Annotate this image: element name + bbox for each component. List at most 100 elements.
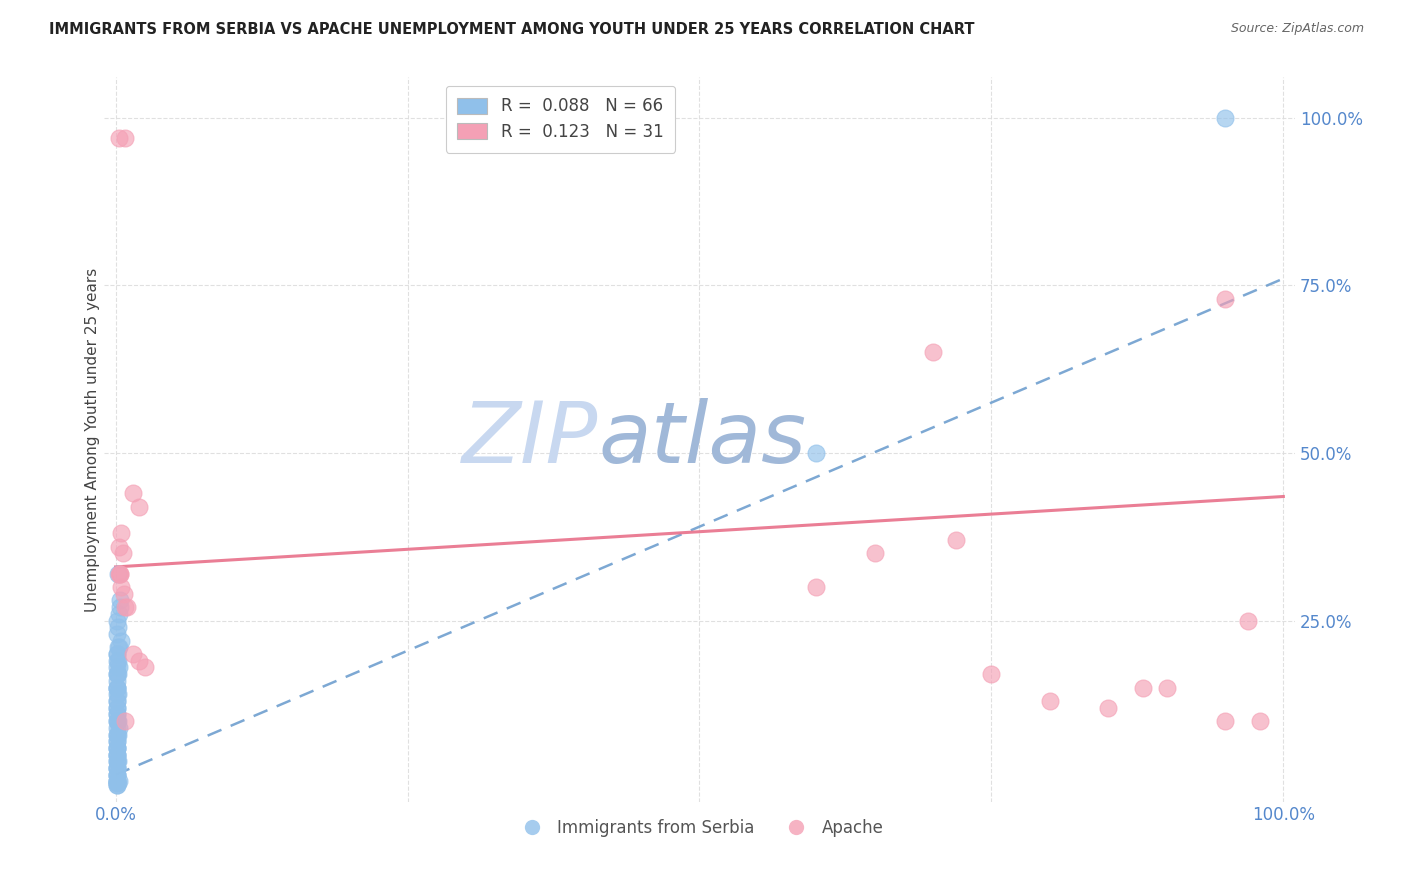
Point <box>110 566 132 581</box>
Point <box>945 533 967 547</box>
Point <box>105 778 128 792</box>
Point <box>105 700 128 714</box>
Point <box>107 687 129 701</box>
Point <box>110 566 132 581</box>
Point <box>863 547 886 561</box>
Point <box>1213 292 1236 306</box>
Point <box>1039 694 1062 708</box>
Point <box>108 660 131 674</box>
Point <box>105 647 128 661</box>
Point <box>105 774 128 789</box>
Point <box>105 614 128 628</box>
Point <box>110 580 132 594</box>
Point <box>105 740 128 755</box>
Point <box>128 500 150 514</box>
Point <box>105 740 128 755</box>
Point <box>105 687 128 701</box>
Point <box>105 667 128 681</box>
Point <box>806 446 828 460</box>
Point <box>128 654 150 668</box>
Point <box>108 130 131 145</box>
Point <box>105 734 128 748</box>
Point <box>105 727 128 741</box>
Point <box>105 755 128 769</box>
Point <box>105 734 128 748</box>
Point <box>105 747 128 762</box>
Point <box>110 526 132 541</box>
Point <box>105 714 128 728</box>
Point <box>105 694 128 708</box>
Point <box>1213 714 1236 728</box>
Point <box>107 755 129 769</box>
Point <box>105 654 128 668</box>
Point <box>105 747 128 762</box>
Point <box>110 600 132 615</box>
Point <box>105 714 128 728</box>
Point <box>105 768 128 782</box>
Point <box>108 774 131 789</box>
Point <box>107 654 129 668</box>
Point <box>105 660 128 674</box>
Point <box>108 721 131 735</box>
Point <box>105 774 128 789</box>
Point <box>108 640 131 655</box>
Point <box>107 620 129 634</box>
Point <box>122 486 145 500</box>
Point <box>105 681 128 695</box>
Legend: Immigrants from Serbia, Apache: Immigrants from Serbia, Apache <box>509 813 890 844</box>
Point <box>105 667 128 681</box>
Point <box>806 580 828 594</box>
Point <box>1213 111 1236 125</box>
Point <box>105 768 128 782</box>
Point <box>105 761 128 775</box>
Point <box>114 600 136 615</box>
Point <box>105 673 128 688</box>
Point <box>107 640 129 655</box>
Y-axis label: Unemployment Among Youth under 25 years: Unemployment Among Youth under 25 years <box>86 268 100 612</box>
Point <box>105 768 128 782</box>
Point <box>1249 714 1271 728</box>
Point <box>114 714 136 728</box>
Point <box>1132 681 1154 695</box>
Point <box>105 681 128 695</box>
Point <box>105 727 128 741</box>
Point <box>105 707 128 722</box>
Point <box>107 667 129 681</box>
Point <box>108 540 131 554</box>
Point <box>1097 700 1119 714</box>
Text: Source: ZipAtlas.com: Source: ZipAtlas.com <box>1230 22 1364 36</box>
Text: ZIP: ZIP <box>463 398 598 481</box>
Point <box>111 547 134 561</box>
Point <box>122 647 145 661</box>
Point <box>922 345 945 359</box>
Point <box>1156 681 1178 695</box>
Point <box>107 714 129 728</box>
Point <box>108 566 131 581</box>
Point <box>105 776 128 790</box>
Point <box>105 761 128 775</box>
Point <box>105 700 128 714</box>
Point <box>105 774 128 789</box>
Point <box>105 755 128 769</box>
Point <box>110 633 132 648</box>
Point <box>114 130 136 145</box>
Point <box>105 627 128 641</box>
Point <box>107 566 129 581</box>
Point <box>134 660 156 674</box>
Point <box>105 707 128 722</box>
Point <box>105 778 128 792</box>
Point <box>105 761 128 775</box>
Point <box>117 600 139 615</box>
Point <box>112 587 135 601</box>
Point <box>107 727 129 741</box>
Point <box>105 694 128 708</box>
Point <box>105 747 128 762</box>
Point <box>110 593 132 607</box>
Point <box>1237 614 1260 628</box>
Text: IMMIGRANTS FROM SERBIA VS APACHE UNEMPLOYMENT AMONG YOUTH UNDER 25 YEARS CORRELA: IMMIGRANTS FROM SERBIA VS APACHE UNEMPLO… <box>49 22 974 37</box>
Point <box>108 607 131 621</box>
Text: atlas: atlas <box>598 398 806 481</box>
Point <box>105 647 128 661</box>
Point <box>105 721 128 735</box>
Point <box>105 776 128 790</box>
